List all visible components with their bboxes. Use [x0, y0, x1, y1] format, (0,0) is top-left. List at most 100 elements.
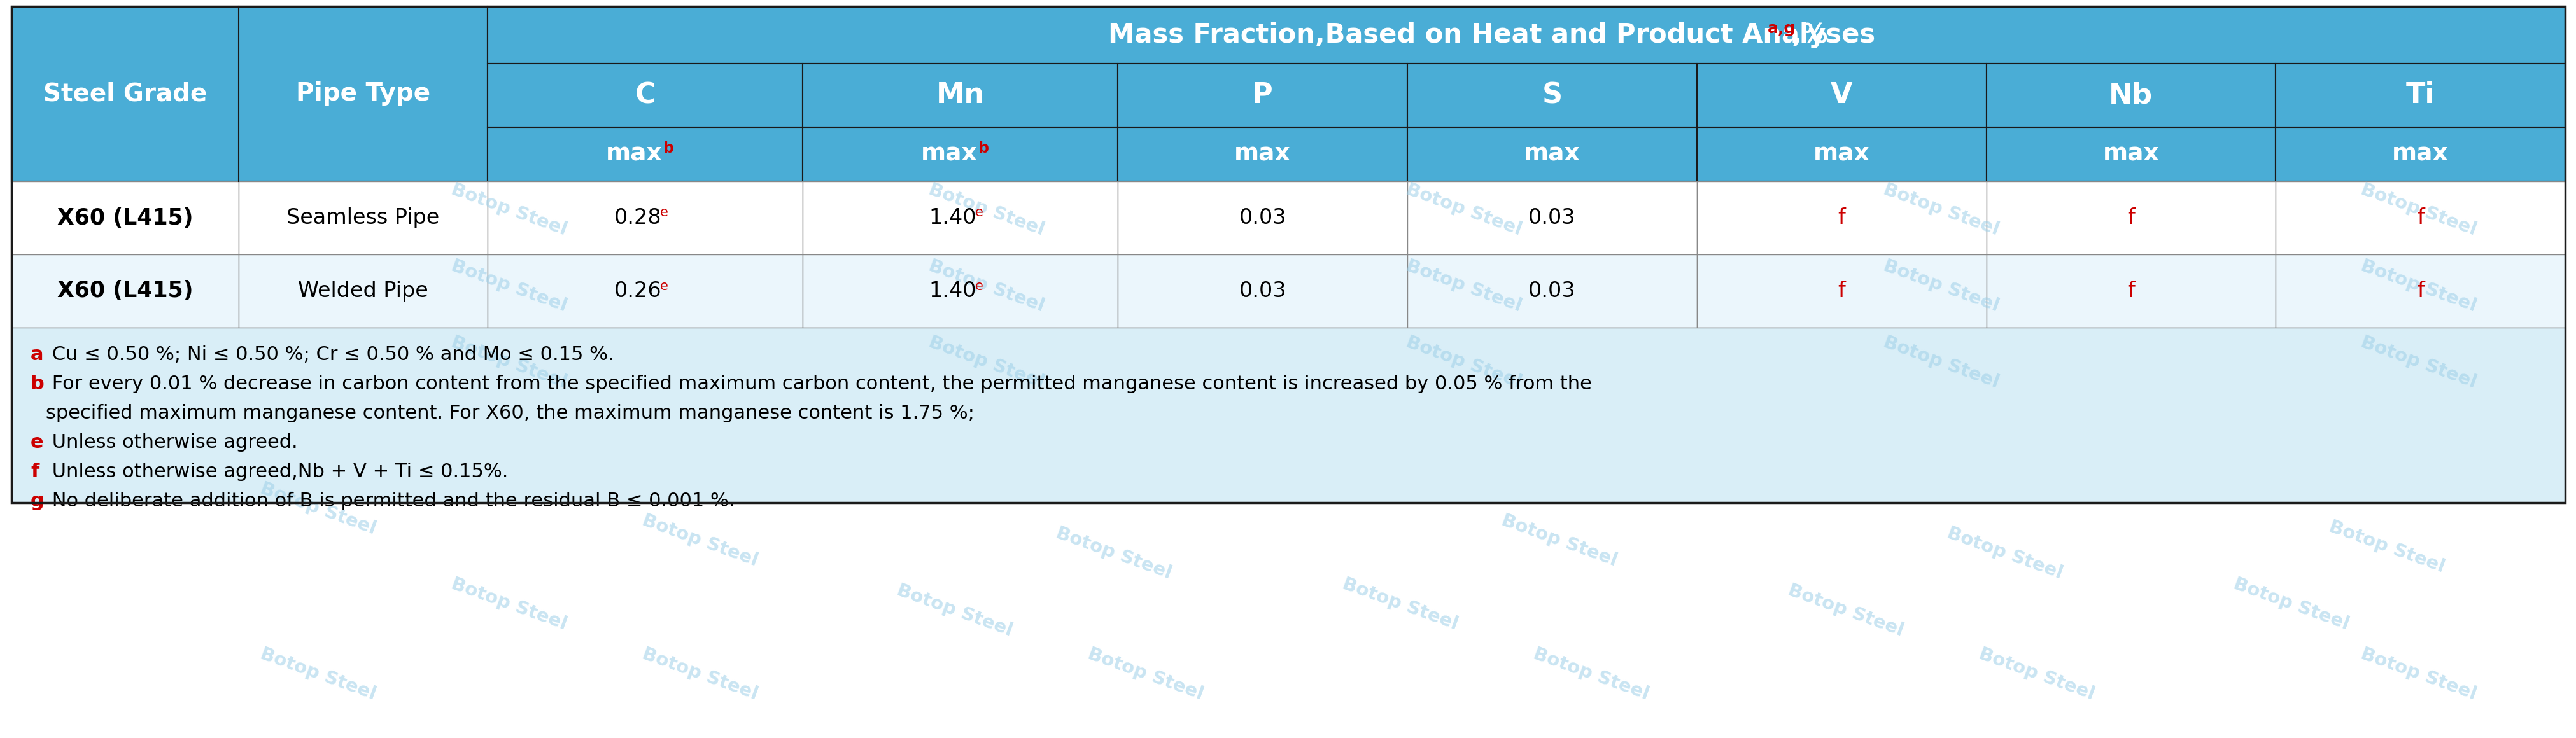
Text: Botop Steel: Botop Steel — [925, 181, 1046, 239]
Text: V: V — [1829, 82, 1852, 109]
Text: e: e — [659, 207, 667, 219]
Bar — [2275, 255, 2566, 328]
Bar — [2275, 63, 2566, 127]
Text: Ti: Ti — [2406, 82, 2434, 109]
Text: Botop Steel: Botop Steel — [448, 257, 569, 316]
Text: Botop Steel: Botop Steel — [1499, 511, 1620, 570]
Text: Botop Steel: Botop Steel — [2357, 334, 2478, 392]
Bar — [10, 7, 2566, 503]
Text: f: f — [2128, 207, 2136, 228]
Text: Botop Steel: Botop Steel — [1404, 334, 1525, 392]
Bar — [487, 127, 804, 182]
Text: C: C — [634, 82, 654, 109]
Text: 0.28: 0.28 — [613, 207, 662, 228]
Text: max: max — [1234, 143, 1291, 166]
Bar — [1406, 63, 1698, 127]
Bar — [240, 255, 487, 328]
Text: 1.40: 1.40 — [930, 280, 976, 302]
Text: e: e — [974, 280, 984, 292]
Bar — [1406, 255, 1698, 328]
Text: Botop Steel: Botop Steel — [1785, 582, 1906, 640]
Text: Botop Steel: Botop Steel — [1530, 645, 1651, 703]
Text: e: e — [659, 280, 667, 292]
Bar — [1698, 182, 1986, 255]
Text: Botop Steel: Botop Steel — [1340, 575, 1461, 634]
Bar — [1698, 63, 1986, 127]
Text: Botop Steel: Botop Steel — [1084, 645, 1206, 703]
Text: f: f — [31, 463, 39, 481]
Bar — [10, 7, 487, 182]
Text: g: g — [31, 492, 44, 510]
Text: max: max — [605, 143, 662, 166]
Text: Botop Steel: Botop Steel — [2326, 518, 2447, 576]
Text: a,g: a,g — [1767, 21, 1795, 36]
Bar — [804, 127, 1118, 182]
Text: Botop Steel: Botop Steel — [1880, 181, 2002, 239]
Text: Botop Steel: Botop Steel — [448, 575, 569, 634]
Bar — [804, 63, 1118, 127]
Bar — [1118, 255, 1406, 328]
Text: e: e — [974, 207, 984, 219]
Text: Steel Grade: Steel Grade — [44, 82, 206, 106]
Bar — [2275, 127, 2566, 182]
Text: 0.03: 0.03 — [1239, 207, 1285, 228]
Text: Seamless Pipe: Seamless Pipe — [286, 207, 440, 228]
Text: Botop Steel: Botop Steel — [448, 334, 569, 392]
Text: f: f — [2416, 280, 2424, 302]
Text: Botop Steel: Botop Steel — [1880, 334, 2002, 392]
Text: Botop Steel: Botop Steel — [1404, 257, 1525, 316]
Text: For every 0.01 % decrease in carbon content from the specified maximum carbon co: For every 0.01 % decrease in carbon cont… — [46, 375, 1592, 393]
Text: Botop Steel: Botop Steel — [925, 257, 1046, 316]
Text: Botop Steel: Botop Steel — [639, 511, 760, 570]
Text: Unless otherwise agreed.: Unless otherwise agreed. — [46, 433, 299, 452]
Text: 1.40: 1.40 — [930, 207, 976, 228]
Bar — [1698, 255, 1986, 328]
Bar — [1118, 127, 1406, 182]
Text: specified maximum manganese content. For X60, the maximum manganese content is 1: specified maximum manganese content. For… — [46, 404, 974, 422]
Text: P: P — [1252, 82, 1273, 109]
Text: max: max — [920, 143, 976, 166]
Bar — [487, 63, 804, 127]
Text: Unless otherwise agreed,Nb + V + Ti ≤ 0.15%.: Unless otherwise agreed,Nb + V + Ti ≤ 0.… — [46, 463, 507, 481]
Bar — [10, 328, 2566, 503]
Text: max: max — [2102, 143, 2159, 166]
Text: Botop Steel: Botop Steel — [894, 582, 1015, 640]
Text: Botop Steel: Botop Steel — [1945, 524, 2066, 583]
Text: Nb: Nb — [2110, 82, 2154, 109]
Text: 0.03: 0.03 — [1239, 280, 1285, 302]
Text: Botop Steel: Botop Steel — [1880, 257, 2002, 316]
Bar — [1118, 63, 1406, 127]
Bar — [804, 255, 1118, 328]
Text: 0.03: 0.03 — [1528, 280, 1577, 302]
Bar — [1986, 182, 2275, 255]
Bar — [1986, 127, 2275, 182]
Text: Mn: Mn — [935, 82, 984, 109]
Bar — [487, 255, 804, 328]
Bar — [1698, 127, 1986, 182]
Text: Botop Steel: Botop Steel — [2357, 257, 2478, 316]
Bar — [10, 182, 240, 255]
Text: Botop Steel: Botop Steel — [2357, 181, 2478, 239]
Text: b: b — [31, 375, 44, 393]
Text: ,%: ,% — [1790, 21, 1829, 49]
Text: f: f — [2128, 280, 2136, 302]
Text: a: a — [31, 345, 44, 364]
Text: max: max — [1522, 143, 1579, 166]
Text: Botop Steel: Botop Steel — [258, 480, 379, 538]
Text: e: e — [31, 433, 44, 452]
Text: b: b — [662, 140, 675, 156]
Text: Botop Steel: Botop Steel — [925, 334, 1046, 392]
Text: S: S — [1540, 82, 1561, 109]
Text: Pipe Type: Pipe Type — [296, 82, 430, 106]
Bar — [1986, 63, 2275, 127]
Text: Botop Steel: Botop Steel — [258, 645, 379, 703]
Bar — [1118, 182, 1406, 255]
Bar — [1406, 182, 1698, 255]
Text: f: f — [1837, 280, 1844, 302]
Bar — [2275, 182, 2566, 255]
Bar — [10, 255, 240, 328]
Text: f: f — [1837, 207, 1844, 228]
Text: Botop Steel: Botop Steel — [1976, 645, 2097, 703]
Text: f: f — [2416, 207, 2424, 228]
Text: Botop Steel: Botop Steel — [448, 181, 569, 239]
